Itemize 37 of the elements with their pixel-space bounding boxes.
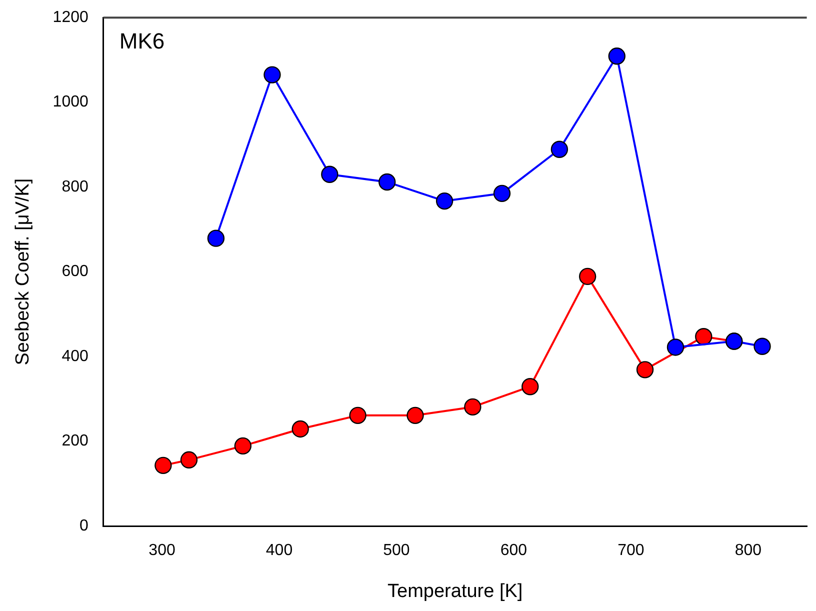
point <box>349 406 366 424</box>
point <box>154 456 172 474</box>
y-tick-label: 600 <box>62 263 88 280</box>
point <box>550 140 568 158</box>
y-tick-label: 200 <box>62 432 88 450</box>
y-tick-label: 0 <box>79 517 88 534</box>
y-tick-label: 1200 <box>52 9 88 26</box>
point <box>292 420 309 438</box>
point <box>264 66 281 84</box>
x-tick-label: 800 <box>734 542 762 560</box>
annotation: MK6 <box>119 28 165 54</box>
x-tick-label: 400 <box>266 542 293 560</box>
point <box>180 451 198 469</box>
point <box>754 338 771 355</box>
point <box>578 268 596 286</box>
point <box>436 192 454 210</box>
x-tick-label: 300 <box>148 542 176 560</box>
y-tick-label: 400 <box>62 348 88 365</box>
point <box>207 230 225 247</box>
x-axis-title: Temperature [K] <box>388 580 523 602</box>
y-tick-label: 800 <box>62 178 88 196</box>
x-tick-label: 600 <box>500 542 528 560</box>
x-tick-label: 500 <box>383 542 410 560</box>
x-tick-label: 700 <box>618 542 644 560</box>
y-axis-title: Seebeck Coeff. [μV/K] <box>12 178 34 366</box>
point <box>695 328 712 346</box>
point <box>321 166 338 183</box>
point <box>608 48 626 65</box>
point <box>464 398 482 416</box>
point <box>234 437 252 455</box>
point <box>666 338 684 356</box>
point <box>378 173 396 191</box>
point <box>636 361 654 378</box>
point <box>406 406 424 424</box>
point <box>493 184 511 202</box>
point <box>522 378 539 396</box>
y-tick-label: 1000 <box>52 94 88 111</box>
